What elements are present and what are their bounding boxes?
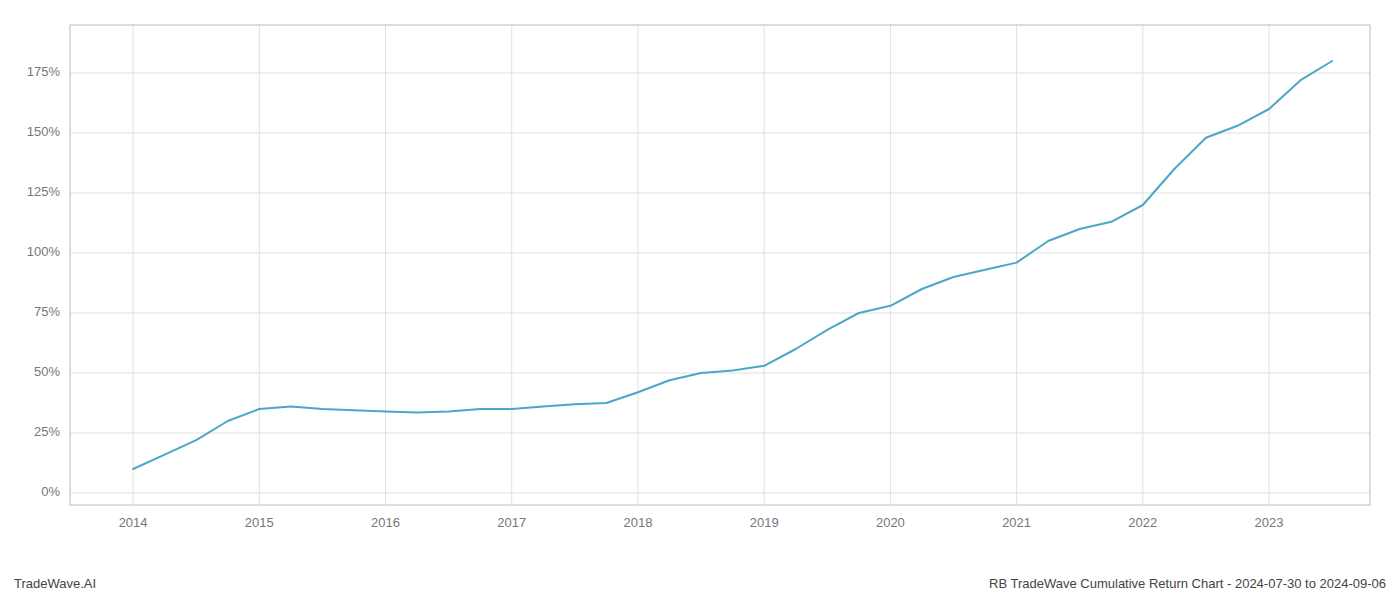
x-tick-label: 2019 [750,515,779,530]
x-grid-line [890,25,891,505]
x-tick-label: 2021 [1002,515,1031,530]
y-grid-line [70,313,1370,314]
y-tick-label: 50% [34,364,60,379]
x-grid-line [1016,25,1017,505]
y-grid-line [70,433,1370,434]
x-tick-label: 2016 [371,515,400,530]
y-grid-line [70,373,1370,374]
x-tick-label: 2018 [624,515,653,530]
x-grid-line [1142,25,1143,505]
annotation-left: TradeWave.AI [14,576,96,591]
page: {"chart_data": {"type": "line", "annotat… [0,0,1400,600]
x-grid-line [385,25,386,505]
background [0,0,1400,600]
x-grid-line [1269,25,1270,505]
y-grid-line [70,193,1370,194]
x-grid-line [764,25,765,505]
y-grid-line [70,493,1370,494]
y-tick-label: 125% [27,184,61,199]
x-grid-line [637,25,638,505]
chart: 0% 25% 50% 75% 100% 125% 150% 175% 2014 2015 2016 2… [0,0,1400,600]
line [133,61,1332,469]
x-tick-label: 2023 [1255,515,1284,530]
plot-frame [70,25,1370,505]
annotation-right: RB TradeWave Cumulative Return Chart - 2… [989,576,1386,591]
x-tick-label: 2020 [876,515,905,530]
y-grid-line [70,253,1370,254]
y-tick-label: 150% [27,124,61,139]
x-tick-label: 2022 [1128,515,1157,530]
series-group [133,61,1332,469]
x-grid-line [511,25,512,505]
x-grid-line [259,25,260,505]
x-grid-line [133,25,134,505]
y-grid-line [70,133,1370,134]
y-tick-label: 175% [27,64,61,79]
y-grid-line [70,73,1370,74]
y-tick-label: 0% [41,484,60,499]
x-tick-label: 2014 [119,515,148,530]
y-tick-label: 100% [27,244,61,259]
y-tick-label: 25% [34,424,60,439]
grid [70,25,1370,505]
y-tick-label: 75% [34,304,60,319]
x-tick-label: 2015 [245,515,274,530]
x-tick-label: 2017 [497,515,526,530]
